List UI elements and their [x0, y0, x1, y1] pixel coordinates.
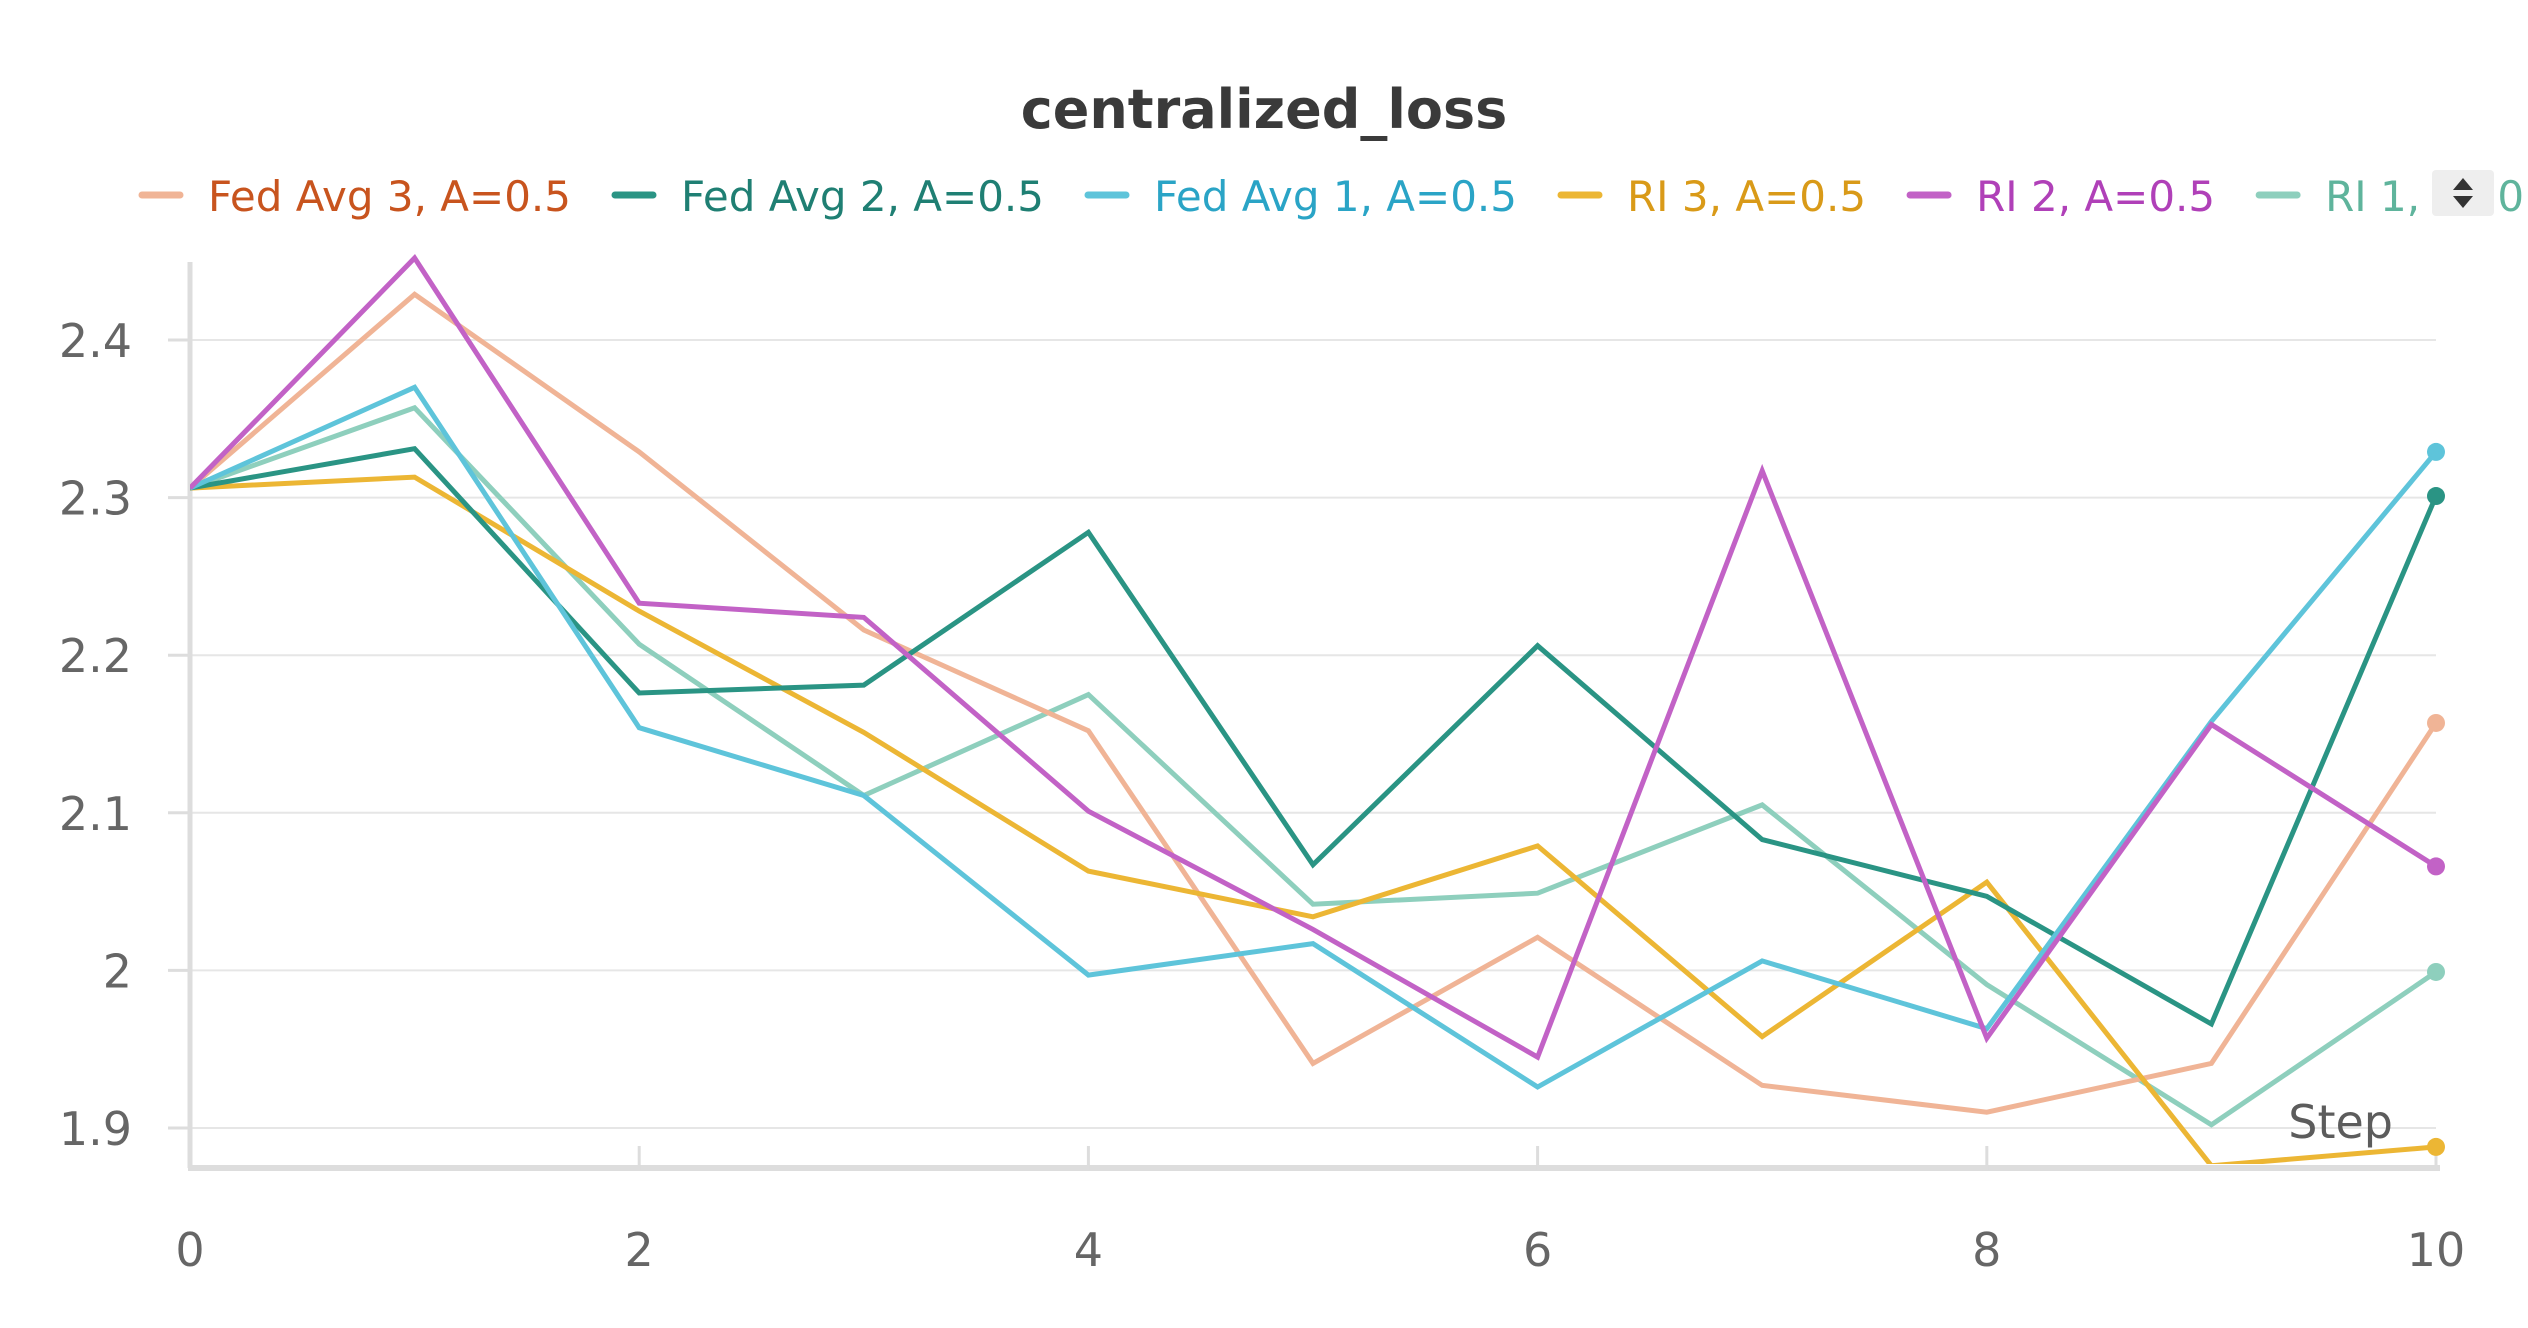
- y-axis-ticks: 1.9 2 2.1 2.2 2.3 2.4: [59, 314, 190, 1156]
- x-axis-ticks: 0 2 4 6 8 10: [175, 1146, 2465, 1277]
- series-endpoints: [2427, 442, 2445, 1156]
- series-endpoint-4: [2427, 1137, 2445, 1156]
- axes: [187, 262, 2440, 1171]
- legend-item-5[interactable]: RI 2, A=0.5: [1906, 172, 2215, 221]
- series-line-2: [190, 446, 2439, 1028]
- series-lines: [190, 254, 2439, 1164]
- x-tick-label: 6: [1523, 1223, 1552, 1277]
- legend: Fed Avg 3, A=0.5 Fed Avg 2, A=0.5 Fed Avg …: [138, 172, 2528, 221]
- series-line-1: [190, 291, 2439, 1115]
- legend-label: RI 2, A=0.5: [1976, 172, 2215, 221]
- x-axis-label: Step: [2288, 1095, 2393, 1149]
- series-endpoint-2: [2427, 487, 2445, 506]
- series-line-4: [190, 474, 2437, 1164]
- y-tick-label: 2.3: [59, 472, 132, 526]
- series-endpoint-1: [2427, 713, 2445, 732]
- x-tick-label: 4: [1074, 1223, 1103, 1277]
- series-endpoint-6: [2427, 962, 2445, 981]
- y-tick-label: 2.4: [59, 314, 132, 368]
- series-endpoint-5: [2427, 857, 2445, 876]
- grid-lines: [190, 339, 2436, 1129]
- x-tick-label: 0: [175, 1223, 204, 1277]
- legend-label: Fed Avg 3, A=0.5: [208, 172, 571, 221]
- legend-scroll-button[interactable]: [2432, 170, 2494, 216]
- sort-arrows-icon: [2453, 178, 2473, 208]
- legend-item-1[interactable]: Fed Avg 3, A=0.5: [138, 172, 571, 221]
- legend-item-2[interactable]: Fed Avg 2, A=0.5: [611, 172, 1044, 221]
- legend-item-4[interactable]: RI 3, A=0.5: [1557, 172, 1866, 221]
- series-line-5: [190, 254, 2438, 1061]
- series-endpoint-3: [2427, 442, 2445, 461]
- legend-label: Fed Avg 2, A=0.5: [681, 172, 1044, 221]
- legend-label: RI 1, A=0.5: [2325, 172, 2528, 221]
- x-tick-label: 8: [1972, 1223, 2001, 1277]
- x-tick-label: 10: [2407, 1223, 2466, 1277]
- legend-label: Fed Avg 1, A=0.5: [1154, 172, 1517, 221]
- y-tick-label: 2.2: [59, 629, 132, 683]
- y-tick-label: 1.9: [59, 1102, 132, 1156]
- y-tick-label: 2.1: [59, 787, 132, 841]
- series-line-6: [190, 404, 2438, 1128]
- legend-label: RI 3, A=0.5: [1627, 172, 1866, 221]
- y-tick-label: 2: [103, 944, 132, 998]
- legend-item-3[interactable]: Fed Avg 1, A=0.5: [1084, 172, 1517, 221]
- chart-title: centralized_loss: [1021, 78, 1508, 141]
- legend-item-6[interactable]: RI 1, A=0.5: [2255, 172, 2528, 221]
- x-tick-label: 2: [625, 1223, 654, 1277]
- series-line-3: [190, 384, 2438, 1090]
